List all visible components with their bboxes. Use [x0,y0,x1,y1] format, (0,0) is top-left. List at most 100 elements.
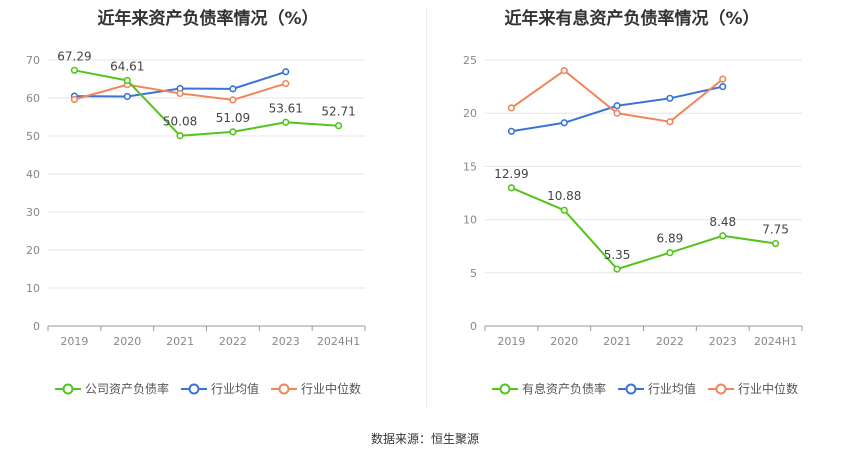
x-tick-label: 2020 [113,335,141,348]
legend-item-company[interactable]: 有息资产负债率 [492,380,606,397]
legend-item-industry-median[interactable]: 行业中位数 [708,380,798,397]
data-label: 67.29 [57,49,91,63]
y-tick-label: 40 [26,168,40,181]
legend-left: 公司资产负债率 行业均值 行业中位数 [55,380,373,397]
data-point-company [613,265,621,273]
series-line-company [74,69,339,137]
data-point-industry-avg [123,92,131,101]
data-point-company [334,122,343,130]
data-point-industry-median [229,96,237,104]
legend-dot-industry-avg [188,383,200,394]
y-tick-label: 20 [463,107,477,120]
legend-marker-industry-median [708,383,735,394]
data-point-industry-median [282,79,290,88]
data-label: 51.09 [216,111,250,125]
x-tick-label: 2021 [166,335,194,348]
x-tick-label: 2020 [550,335,578,348]
legend-marker-industry-avg [618,383,645,394]
x-tick-label: 2019 [497,335,525,348]
legend-marker-company [55,383,81,394]
data-point-company [560,206,568,214]
data-label: 52.71 [321,105,355,119]
legend-item-company[interactable]: 公司资产负债率 [55,380,169,397]
data-point-company [507,184,516,192]
legend-dot-industry-avg [625,383,637,394]
y-tick-label: 30 [26,206,40,219]
data-point-industry-median [719,75,727,83]
data-label: 12.99 [494,167,528,181]
debt-ratio-chart: 0 10 20 30 40 50 60 70 2019 2020 2021 2022 2023 2024H… [26,49,366,348]
legend-label-industry-median: 行业中位数 [301,382,362,396]
legend-right: 有息资产负债率 行业均值 行业中位数 [492,380,810,397]
data-point-industry-avg [507,127,516,135]
legend-label-industry-median: 行业中位数 [738,382,799,396]
legend-item-industry-avg[interactable]: 行业均值 [618,380,696,397]
x-tick-label: 2019 [60,335,88,348]
y-tick-label: 25 [463,54,477,67]
data-point-industry-avg [560,119,568,127]
legend-dot-industry-median [278,383,290,394]
data-point-company [123,76,131,85]
data-point-industry-median [666,118,674,126]
data-point-industry-avg [229,85,237,93]
legend-label-industry-avg: 行业均值 [648,382,697,396]
legend-item-industry-median[interactable]: 行业中位数 [271,380,361,397]
series-line-company [511,186,776,271]
data-point-company [666,249,674,257]
data-point-industry-avg [613,102,621,110]
chart-title-interest-debt-ratio: 近年来有息资产负债率情况（%） [504,9,760,29]
legend-label-company: 有息资产负债率 [522,382,607,396]
x-tick-label: 2024H1 [754,335,797,348]
legend-marker-company [492,383,518,394]
data-point-industry-median [560,67,568,75]
x-tick-label: 2024H1 [317,335,360,348]
y-tick-label: 10 [463,214,477,227]
data-point-company [771,239,780,248]
legend-dot-company [62,383,74,394]
data-point-company [719,232,727,240]
data-point-company [282,118,290,126]
data-label: 7.75 [762,223,789,237]
legend-label-company: 公司资产负债率 [85,382,170,396]
chart-title-debt-ratio: 近年来资产负债率情况（%） [97,9,319,29]
interest-debt-ratio-chart: 0 5 10 15 20 25 2019 2020 2021 2022 2023 2024H1 12.9… [463,54,803,348]
data-label: 6.89 [657,232,684,246]
data-point-industry-median [613,109,621,117]
data-label: 53.61 [269,101,303,115]
data-label: 10.88 [547,189,581,203]
legend-marker-industry-median [271,383,298,394]
x-tick-label: 2023 [709,335,737,348]
y-tick-label: 50 [26,130,40,143]
y-tick-label: 0 [470,320,477,333]
data-point-industry-median [507,104,516,112]
y-tick-label: 15 [463,160,477,173]
y-tick-label: 20 [26,244,40,257]
data-point-industry-avg [282,68,290,76]
legend-label-industry-avg: 行业均值 [211,382,260,396]
data-point-industry-median [176,89,184,98]
chart-divider [426,8,427,408]
data-point-industry-avg [666,94,674,102]
data-label: 64.61 [110,59,144,73]
data-point-company [229,128,237,136]
y-tick-label: 10 [26,282,40,295]
legend-item-industry-avg[interactable]: 行业均值 [181,380,259,397]
legend-marker-industry-avg [181,383,208,394]
x-tick-label: 2022 [219,335,247,348]
legend-dot-company [499,383,511,394]
y-tick-label: 0 [33,320,40,333]
data-label: 8.48 [709,215,736,229]
data-point-company [176,132,184,140]
data-label: 50.08 [163,115,197,129]
data-source: 数据来源：恒生聚源 [370,432,479,446]
data-point-industry-avg [719,82,727,91]
x-tick-label: 2023 [272,335,300,348]
y-tick-label: 70 [26,54,40,67]
data-point-company [70,66,79,74]
data-point-industry-median [70,95,79,104]
y-tick-label: 60 [26,92,40,105]
legend-dot-industry-median [715,383,727,394]
x-tick-label: 2021 [603,335,631,348]
data-label: 5.35 [604,248,631,262]
x-tick-label: 2022 [656,335,684,348]
